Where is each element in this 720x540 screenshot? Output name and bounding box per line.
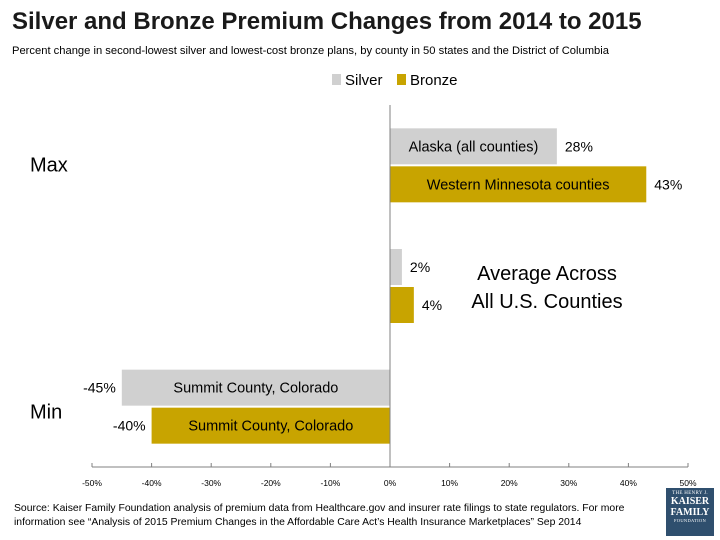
- bar-label-bronze-0: Western Minnesota counties: [427, 177, 610, 193]
- bar-bronze-0: [390, 166, 647, 203]
- x-tick-label-9: 40%: [620, 478, 637, 488]
- legend-label-silver: Silver: [345, 72, 383, 89]
- bar-bronze-2: [151, 407, 390, 444]
- category-label-0: Max: [30, 154, 68, 176]
- value-label-silver-2: -45%: [83, 380, 116, 396]
- chart-subtitle: Percent change in second-lowest silver a…: [12, 45, 609, 57]
- x-tick-label-8: 30%: [560, 478, 577, 488]
- logo-line-2: KAISER: [670, 496, 710, 507]
- x-tick-label-0: -50%: [82, 478, 102, 488]
- kff-logo: THE HENRY J. KAISER FAMILY FOUNDATION: [666, 488, 714, 536]
- logo-line-4: FOUNDATION: [674, 518, 706, 523]
- source-note: Source: Kaiser Family Foundation analysi…: [14, 503, 625, 528]
- value-label-bronze-0: 43%: [654, 176, 682, 192]
- x-tick-label-2: -30%: [201, 478, 221, 488]
- x-tick-label-7: 20%: [501, 478, 518, 488]
- category-label-2: Min: [30, 402, 62, 424]
- x-tick-label-5: 0%: [384, 478, 397, 488]
- bar-silver-2: [121, 369, 391, 406]
- legend-swatch-silver: [332, 74, 341, 85]
- logo-line-3: FAMILY: [670, 507, 710, 518]
- bar-label-silver-0: Alaska (all counties): [409, 139, 539, 155]
- value-label-silver-0: 28%: [565, 138, 593, 154]
- x-tick-label-6: 10%: [441, 478, 458, 488]
- x-tick-label-1: -40%: [142, 478, 162, 488]
- bar-silver-1: [390, 249, 402, 285]
- annotation-line-0: Average Across: [477, 263, 617, 285]
- chart-title: Silver and Bronze Premium Changes from 2…: [12, 8, 642, 35]
- value-label-bronze-1: 4%: [422, 297, 442, 313]
- legend-label-bronze: Bronze: [410, 72, 458, 89]
- x-tick-label-10: 50%: [679, 478, 696, 488]
- x-tick-label-4: -10%: [320, 478, 340, 488]
- bar-silver-0: [390, 128, 557, 165]
- legend-swatch-bronze: [397, 74, 406, 85]
- bar-bronze-1: [390, 287, 414, 323]
- logo-line-1: THE HENRY J.: [672, 491, 708, 496]
- x-tick-label-3: -20%: [261, 478, 281, 488]
- annotation-line-1: All U.S. Counties: [471, 291, 622, 313]
- bar-label-silver-2: Summit County, Colorado: [173, 381, 338, 397]
- value-label-bronze-2: -40%: [113, 418, 146, 434]
- bar-label-bronze-2: Summit County, Colorado: [188, 419, 353, 435]
- value-label-silver-1: 2%: [410, 259, 430, 275]
